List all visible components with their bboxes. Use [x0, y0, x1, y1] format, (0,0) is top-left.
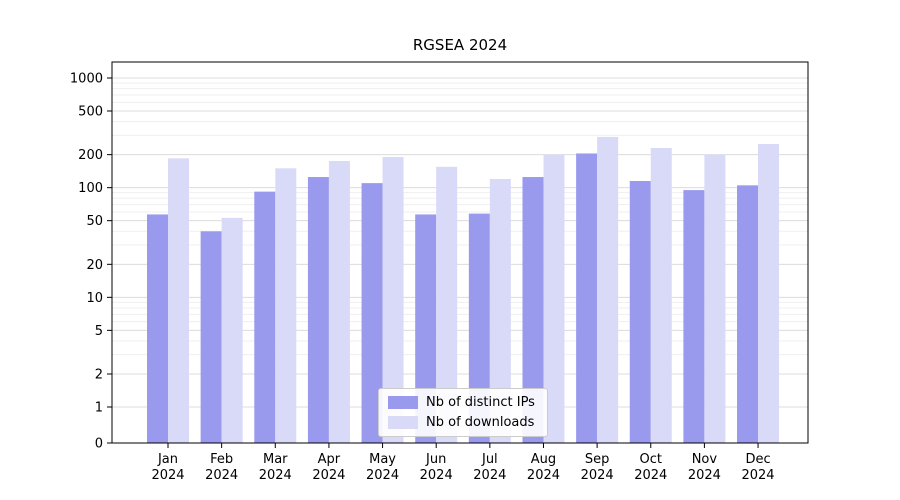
x-tick-label-year: 2024: [527, 468, 560, 483]
x-tick-label-month: Jun: [425, 452, 446, 467]
legend-item-distinct-ips: Nb of distinct IPs: [388, 395, 535, 410]
x-tick-label-year: 2024: [151, 468, 184, 483]
x-tick-label-year: 2024: [581, 468, 614, 483]
x-tick-label-month: Mar: [263, 452, 288, 467]
x-tick-label-year: 2024: [366, 468, 399, 483]
y-tick-label: 5: [95, 324, 103, 339]
legend-swatch-distinct-ips: [388, 396, 418, 409]
chart-title: RGSEA 2024: [412, 36, 508, 54]
bar-distinct-ips-9: [629, 181, 651, 443]
legend-label-downloads: Nb of downloads: [426, 415, 535, 430]
bar-distinct-ips-2: [254, 191, 276, 443]
y-tick-label: 2: [95, 367, 103, 382]
x-tick-label-year: 2024: [473, 468, 506, 483]
bar-downloads-4: [382, 157, 404, 443]
legend: Nb of distinct IPs Nb of downloads: [378, 388, 548, 437]
bar-downloads-11: [758, 144, 780, 443]
x-tick-label-month: Dec: [745, 452, 770, 467]
bar-downloads-7: [543, 154, 565, 443]
bar-downloads-8: [597, 136, 619, 444]
bar-distinct-ips-6: [468, 213, 490, 443]
x-tick-label-year: 2024: [259, 468, 292, 483]
bar-downloads-10: [704, 154, 726, 443]
x-tick-label-year: 2024: [205, 468, 238, 483]
bar-downloads-3: [328, 161, 350, 443]
y-tick-label: 1000: [70, 71, 103, 86]
x-tick-label-month: Apr: [318, 452, 341, 467]
bar-downloads-9: [650, 147, 672, 443]
bar-distinct-ips-5: [415, 214, 437, 443]
x-tick-label-month: Aug: [531, 452, 556, 467]
x-tick-label-month: Jul: [481, 452, 498, 467]
y-tick-label: 200: [78, 148, 103, 163]
x-tick-label-month: Nov: [692, 452, 718, 467]
y-tick-label: 0: [95, 437, 103, 452]
bar-distinct-ips-0: [147, 214, 168, 443]
y-tick-label: 10: [86, 291, 103, 306]
legend-swatch-downloads: [388, 416, 418, 429]
bar-distinct-ips-4: [361, 183, 383, 443]
bar-downloads-2: [275, 168, 297, 443]
bar-distinct-ips-7: [522, 177, 544, 444]
x-tick-label-month: May: [369, 452, 396, 467]
bar-distinct-ips-1: [200, 231, 222, 443]
x-tick-label-year: 2024: [741, 468, 774, 483]
x-tick-label-month: Jan: [157, 452, 178, 467]
bar-downloads-1: [221, 217, 243, 443]
bar-distinct-ips-11: [737, 185, 759, 443]
bar-downloads-6: [489, 178, 511, 443]
y-tick-label: 1: [95, 401, 103, 416]
x-tick-label-year: 2024: [688, 468, 721, 483]
x-tick-label-year: 2024: [312, 468, 345, 483]
plot-border: [111, 61, 809, 444]
y-tick-label: 500: [78, 105, 103, 120]
legend-item-downloads: Nb of downloads: [388, 415, 535, 430]
x-tick-label-month: Feb: [210, 452, 233, 467]
x-tick-label-month: Sep: [585, 452, 610, 467]
bar-distinct-ips-10: [683, 190, 705, 443]
bar-downloads-0: [168, 158, 189, 443]
y-tick-label: 20: [86, 258, 103, 273]
y-tick-label: 100: [78, 181, 103, 196]
x-tick-label-month: Oct: [640, 452, 662, 467]
y-tick-label: 50: [86, 214, 103, 229]
x-tick-label-year: 2024: [634, 468, 667, 483]
x-tick-label-year: 2024: [420, 468, 453, 483]
legend-label-distinct-ips: Nb of distinct IPs: [426, 395, 535, 410]
bar-downloads-5: [436, 166, 458, 443]
bar-distinct-ips-3: [307, 177, 329, 444]
bar-distinct-ips-8: [576, 153, 598, 443]
